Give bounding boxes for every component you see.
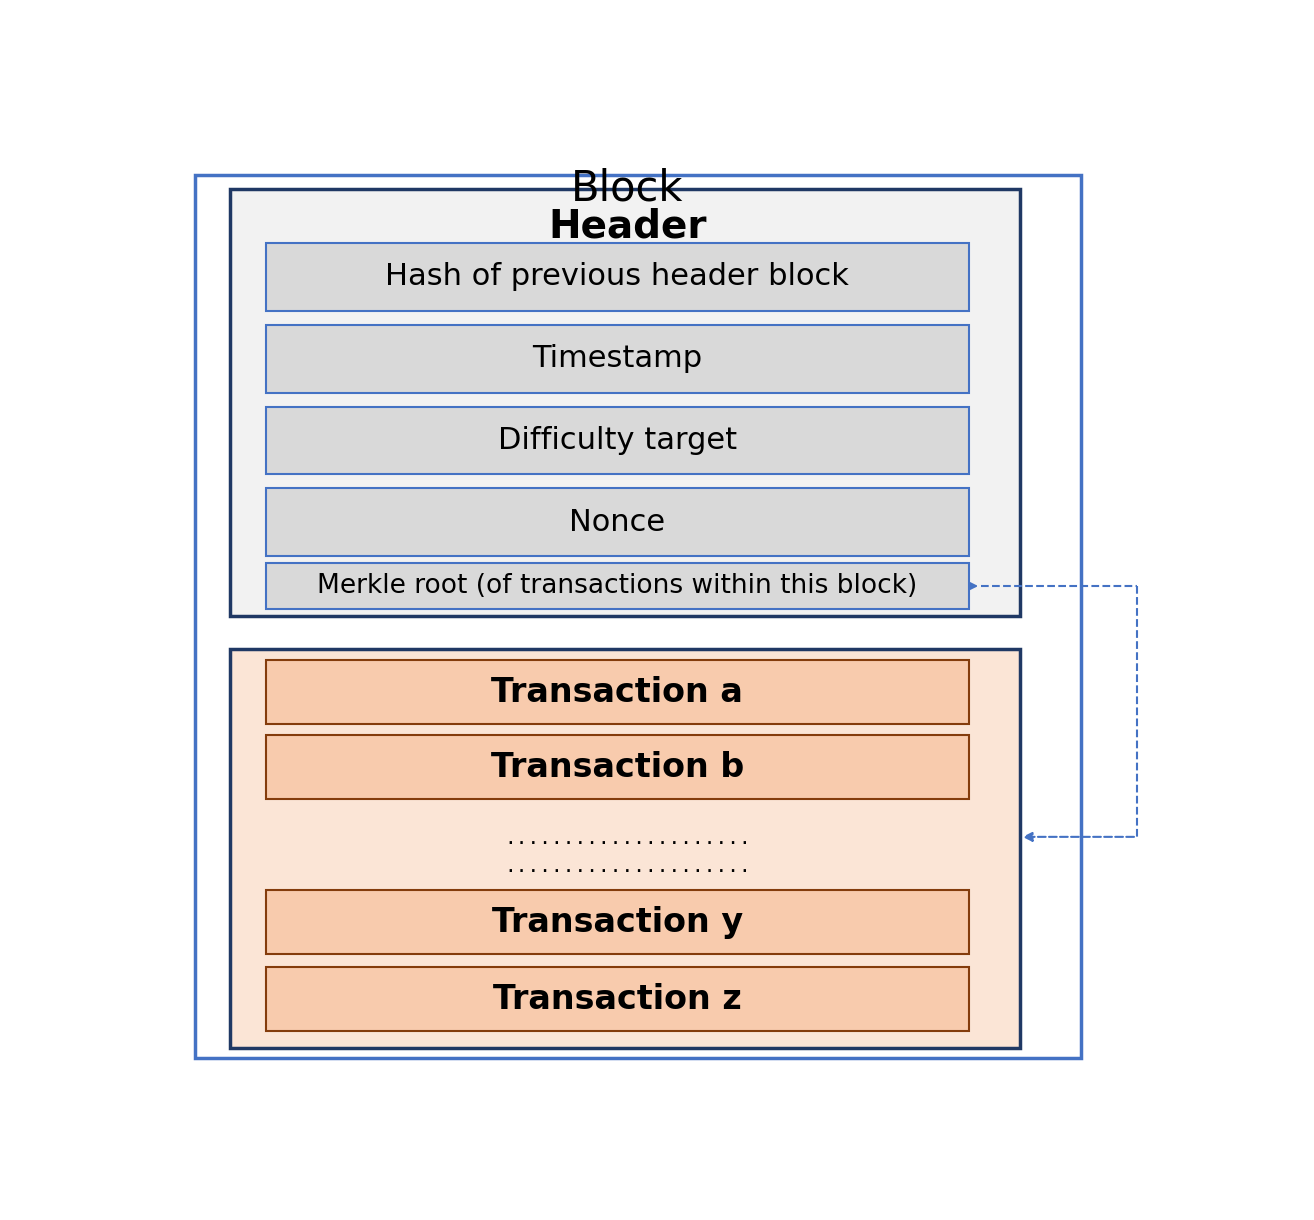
Bar	[265, 325, 968, 393]
Bar	[265, 564, 968, 609]
Bar	[265, 660, 968, 725]
Bar	[194, 174, 1080, 1058]
Bar	[265, 488, 968, 556]
Text: Transaction z: Transaction z	[493, 983, 742, 1016]
Text: Header: Header	[548, 207, 707, 245]
Bar	[265, 736, 968, 799]
Text: Transaction y: Transaction y	[491, 905, 742, 939]
Bar	[265, 243, 968, 311]
Text: Merkle root (of transactions within this block): Merkle root (of transactions within this…	[317, 573, 917, 599]
Bar	[230, 649, 1020, 1048]
Bar	[265, 967, 968, 1031]
Text: Hash of previous header block: Hash of previous header block	[385, 262, 849, 292]
Text: Nonce: Nonce	[569, 508, 665, 537]
Bar	[265, 891, 968, 954]
Text: Difficulty target: Difficulty target	[498, 426, 737, 455]
Text: Block: Block	[572, 167, 683, 210]
Text: Transaction b: Transaction b	[491, 750, 744, 783]
Bar	[265, 406, 968, 475]
Text: Timestamp: Timestamp	[532, 344, 703, 373]
Text: Transaction a: Transaction a	[491, 676, 744, 709]
Bar	[230, 189, 1020, 616]
Text: .....................: .....................	[505, 830, 752, 848]
Text: .....................: .....................	[505, 858, 752, 876]
